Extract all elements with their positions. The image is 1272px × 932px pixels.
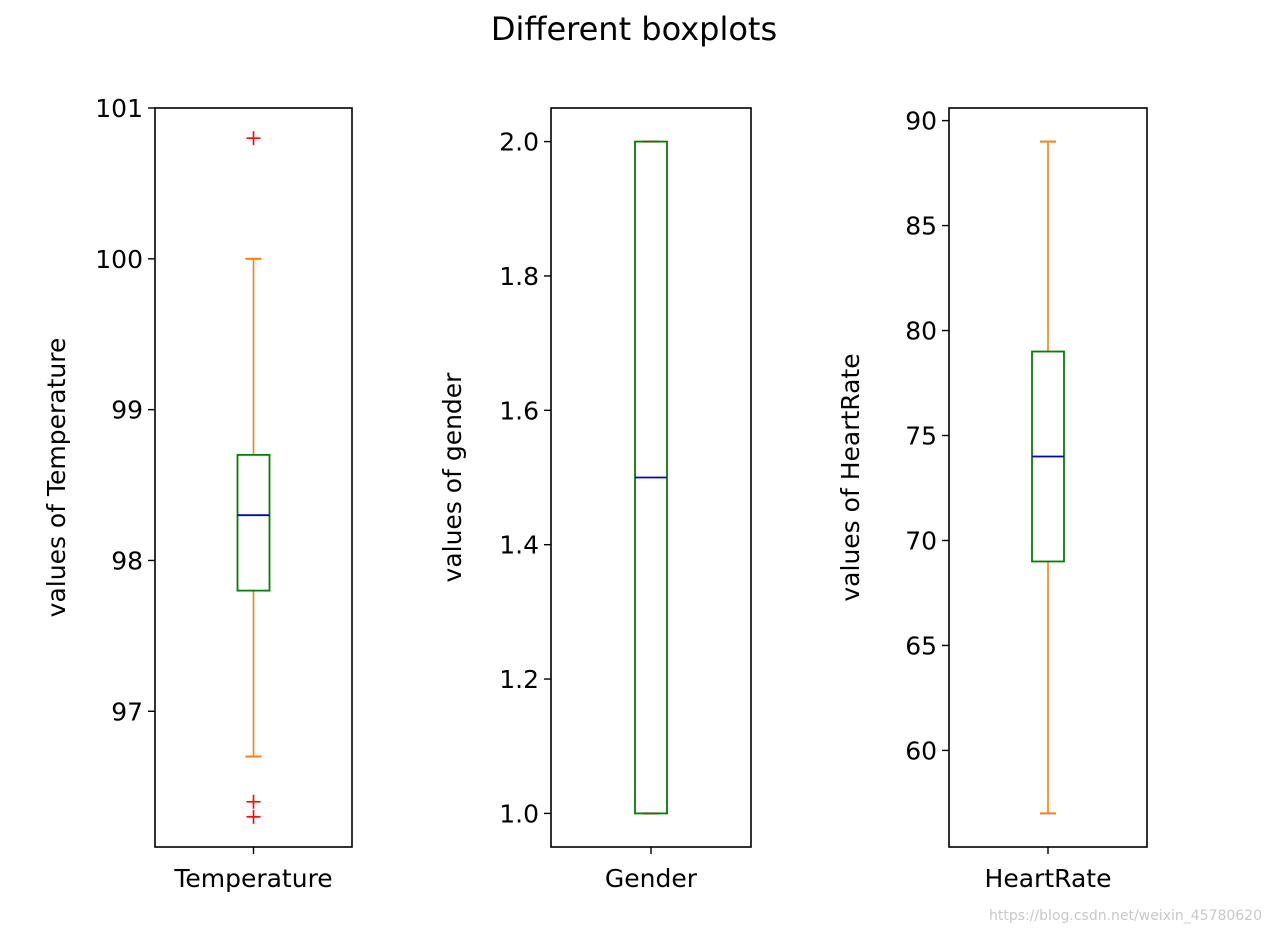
y-axis-label: values of gender <box>438 372 467 583</box>
y-tick-label: 2.0 <box>499 128 539 157</box>
y-tick-label: 100 <box>95 245 143 274</box>
subplot-temperature: 97 98 99 100 101 Temperature values of Tempera… <box>42 94 353 893</box>
y-tick-label: 75 <box>905 422 937 451</box>
x-tick-label: Temperature <box>173 864 332 893</box>
outlier-marker <box>246 794 261 809</box>
y-tick-label: 1.8 <box>499 262 539 291</box>
iqr-box <box>236 453 271 592</box>
y-tick-label: 1.4 <box>499 531 539 560</box>
y-tick-label: 101 <box>95 94 143 123</box>
y-axis-label: values of HeartRate <box>836 353 865 601</box>
y-tick-label: 65 <box>905 631 937 660</box>
watermark-text: https://blog.csdn.net/weixin_45780620 <box>989 908 1262 924</box>
y-tick-label: 1.6 <box>499 396 539 425</box>
outlier-marker <box>246 131 261 146</box>
subplot-gender: 1.0 1.2 1.4 1.6 1.8 2.0 Gender values of gender <box>438 107 752 893</box>
y-tick-label: 1.2 <box>499 665 539 694</box>
outlier-marker <box>246 809 261 824</box>
y-axis-label: values of Temperature <box>42 338 71 618</box>
x-tick-label: HeartRate <box>985 864 1112 893</box>
y-tick-label: 80 <box>905 317 937 346</box>
x-tick-label: Gender <box>605 864 698 893</box>
y-tick-label: 85 <box>905 212 937 241</box>
y-tick-label: 99 <box>111 396 143 425</box>
subplot-heartrate: 60 65 70 75 80 85 90 HeartRate values of HeartRa… <box>836 107 1148 893</box>
y-tick-label: 98 <box>111 546 143 575</box>
y-tick-label: 97 <box>111 697 143 726</box>
y-tick-label: 70 <box>905 526 937 555</box>
y-tick-label: 1.0 <box>499 799 539 828</box>
y-tick-label: 90 <box>905 107 937 136</box>
figure-title: Different boxplots <box>491 10 777 48</box>
y-tick-label: 60 <box>905 736 937 765</box>
